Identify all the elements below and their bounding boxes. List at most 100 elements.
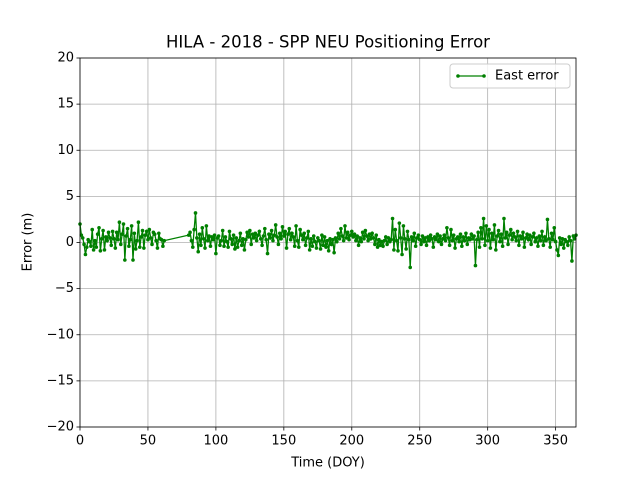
data-point [360, 230, 365, 235]
data-point [195, 236, 199, 240]
data-point [154, 238, 158, 243]
data-point [212, 233, 217, 237]
data-point [201, 237, 206, 241]
data-point [484, 224, 489, 228]
data-point [557, 236, 562, 240]
data-point [533, 239, 538, 244]
data-point [476, 230, 480, 235]
x-axis-label: Time (DOY) [290, 456, 365, 471]
data-point [204, 224, 209, 228]
data-point [400, 252, 404, 257]
data-point [408, 265, 413, 270]
y-tick-label: 5 [66, 189, 74, 204]
data-point [362, 237, 366, 241]
data-point [521, 230, 525, 235]
data-point [427, 238, 432, 243]
data-point [443, 238, 448, 243]
data-point [320, 233, 324, 237]
data-point [311, 234, 316, 238]
data-point [460, 244, 464, 248]
data-point [494, 248, 498, 252]
data-point [432, 235, 437, 239]
data-point [322, 235, 327, 239]
data-point [515, 229, 520, 234]
data-point [188, 230, 192, 235]
data-point [87, 239, 92, 244]
data-point [291, 235, 296, 239]
data-point [383, 235, 388, 239]
data-point [241, 237, 245, 241]
data-point [566, 243, 570, 248]
data-point [214, 251, 218, 256]
data-point [208, 244, 213, 248]
data-point [292, 244, 297, 248]
data-point [316, 236, 320, 240]
data-point [503, 236, 508, 240]
data-point [112, 237, 116, 241]
data-point [542, 235, 547, 239]
data-point [434, 237, 438, 242]
data-point [359, 239, 364, 244]
data-point [356, 243, 361, 248]
data-point [394, 238, 399, 243]
data-point [324, 245, 328, 249]
data-point [299, 233, 304, 237]
data-point [461, 235, 466, 239]
data-point [261, 234, 266, 238]
data-point [132, 231, 137, 236]
data-point [155, 246, 160, 250]
data-point [113, 246, 118, 250]
data-point [506, 242, 510, 247]
data-point [339, 226, 343, 231]
data-point [510, 237, 514, 242]
data-point [409, 235, 414, 239]
data-point [235, 245, 240, 249]
data-point [472, 234, 476, 238]
data-point [207, 234, 211, 238]
data-point [102, 248, 107, 252]
data-point [125, 226, 130, 231]
data-point [447, 243, 452, 248]
x-tick-label: 0 [76, 434, 84, 449]
data-point [556, 253, 561, 258]
data-point [488, 246, 493, 250]
data-point [568, 238, 573, 243]
data-point [254, 238, 259, 243]
chart-title: HILA - 2018 - SPP NEU Positioning Error [166, 33, 490, 52]
data-point [341, 238, 346, 243]
data-point [272, 233, 277, 237]
data-point [530, 235, 535, 239]
data-point [106, 230, 111, 235]
data-point [422, 239, 426, 244]
data-point [507, 233, 512, 237]
data-point [238, 231, 243, 236]
data-point [97, 225, 101, 230]
data-point [263, 226, 267, 231]
data-point [352, 232, 357, 236]
data-point [523, 236, 528, 240]
data-point [325, 238, 330, 243]
data-point [131, 258, 135, 262]
data-point [435, 232, 440, 236]
data-point [152, 232, 157, 236]
data-point [570, 259, 574, 263]
data-point [118, 242, 123, 247]
data-point [431, 245, 436, 249]
data-point [485, 238, 490, 243]
data-point [547, 237, 551, 241]
data-point [415, 236, 419, 240]
data-point [79, 233, 84, 237]
legend-box [449, 63, 571, 89]
data-point [104, 235, 108, 239]
data-point [226, 245, 230, 249]
x-tick-label: 350 [543, 434, 568, 449]
data-point [305, 236, 309, 240]
legend-marker [456, 74, 460, 78]
data-point [489, 231, 494, 236]
data-point [513, 235, 517, 239]
data-point [284, 246, 289, 250]
data-point [252, 236, 256, 240]
data-point [483, 243, 487, 248]
data-point [349, 229, 354, 234]
data-point [375, 245, 380, 249]
